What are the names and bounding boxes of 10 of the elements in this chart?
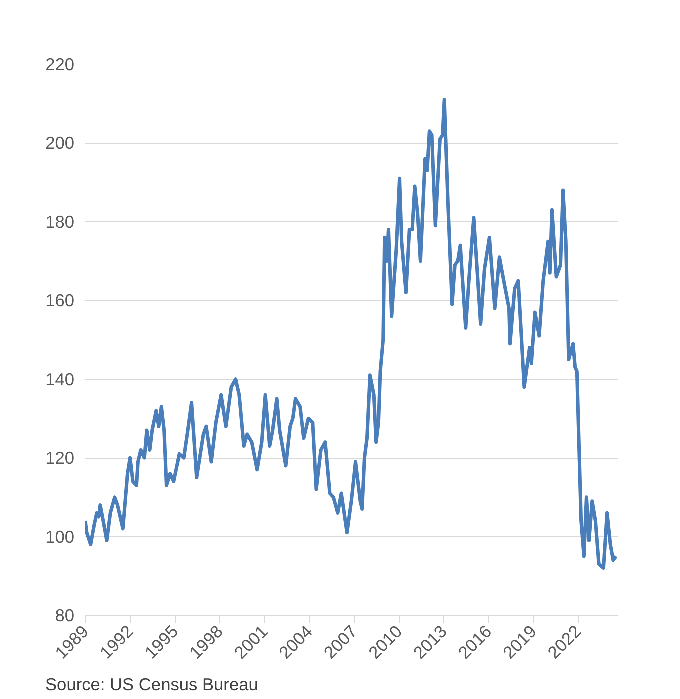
line-series — [86, 98, 618, 570]
y-tick-label: 80 — [55, 606, 75, 626]
y-tick-label: 100 — [46, 526, 75, 547]
source-note: Source: US Census Bureau — [46, 674, 258, 694]
y-tick-label: 160 — [46, 290, 75, 311]
y-tick-label: 200 — [46, 133, 75, 154]
y-tick-label: 220 — [46, 54, 75, 74]
y-tick-label: 140 — [46, 369, 75, 390]
y-tick-label: 120 — [46, 448, 75, 468]
y-tick-label: 180 — [46, 212, 75, 232]
